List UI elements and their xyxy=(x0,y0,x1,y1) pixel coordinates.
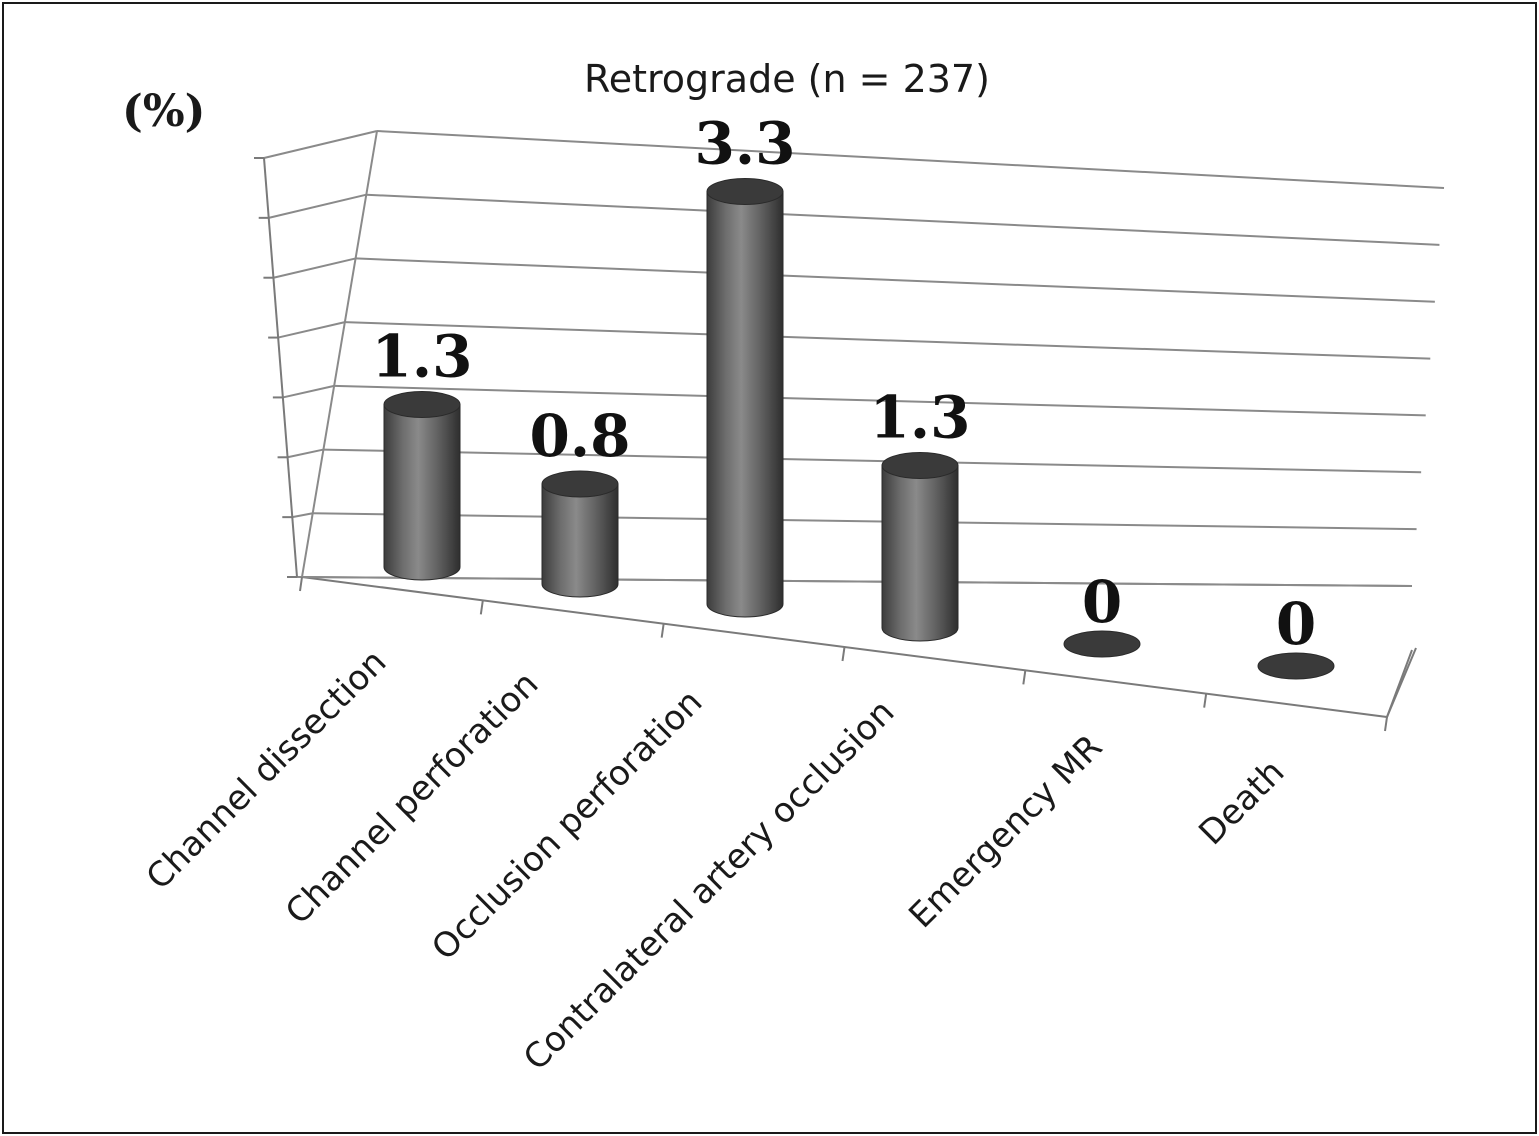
bar xyxy=(541,483,619,598)
x-tick xyxy=(1384,716,1388,732)
x-tick xyxy=(1022,670,1027,685)
gridline xyxy=(355,257,1435,303)
category-label: Death xyxy=(1191,752,1292,853)
bar xyxy=(881,465,959,642)
chart-title: Retrograde (n = 237) xyxy=(584,57,990,101)
gridline xyxy=(312,512,1417,531)
gridline xyxy=(344,321,1431,360)
bar xyxy=(706,191,784,618)
data-label: 0.8 xyxy=(530,402,631,470)
gridline xyxy=(323,448,1422,474)
bar-flat xyxy=(1257,652,1335,680)
gridline xyxy=(366,193,1440,246)
gridlines xyxy=(263,130,1445,587)
x-tick xyxy=(660,623,665,638)
gridline xyxy=(334,384,1426,417)
side-gridline xyxy=(273,257,356,279)
bar-top xyxy=(706,178,784,205)
side-gridline xyxy=(263,130,378,159)
floor-right-edge xyxy=(1386,647,1417,718)
bar-flat xyxy=(1063,630,1141,658)
bars xyxy=(383,178,1335,680)
data-label: 0 xyxy=(1276,590,1316,658)
side-gridline xyxy=(282,384,335,399)
floor-back-edge xyxy=(301,576,1413,587)
data-label: 1.3 xyxy=(372,323,473,391)
side-gridline xyxy=(268,193,367,219)
bar-top xyxy=(383,391,461,418)
value-labels: 1.3 0.8 3.3 1.3 0 0 xyxy=(372,110,1317,659)
x-tick xyxy=(299,576,303,592)
y-axis-side xyxy=(263,157,298,578)
bar-top xyxy=(881,452,959,479)
side-gridline xyxy=(292,512,313,519)
category-label: Contralateral artery occlusion xyxy=(516,692,902,1078)
data-label: 1.3 xyxy=(870,384,971,452)
x-tick xyxy=(841,646,846,662)
gridline xyxy=(376,130,1445,189)
side-gridline xyxy=(287,448,324,459)
axes xyxy=(254,130,1417,732)
floor-edge xyxy=(301,576,1413,719)
x-tick xyxy=(479,600,484,615)
x-tick xyxy=(1203,693,1208,708)
bar-top xyxy=(541,470,619,498)
bar xyxy=(383,404,461,581)
y-axis-unit-label: (%) xyxy=(122,86,205,137)
chart-svg: Retrograde (n = 237) (%) 1.30.83.31.30 0 … xyxy=(122,57,1445,1079)
back-wall-left-edge xyxy=(301,130,378,578)
data-label: 0 xyxy=(1082,568,1122,636)
side-gridline xyxy=(277,321,346,339)
category-label: Emergency MR xyxy=(901,727,1110,936)
data-label: 3.3 xyxy=(695,110,796,178)
